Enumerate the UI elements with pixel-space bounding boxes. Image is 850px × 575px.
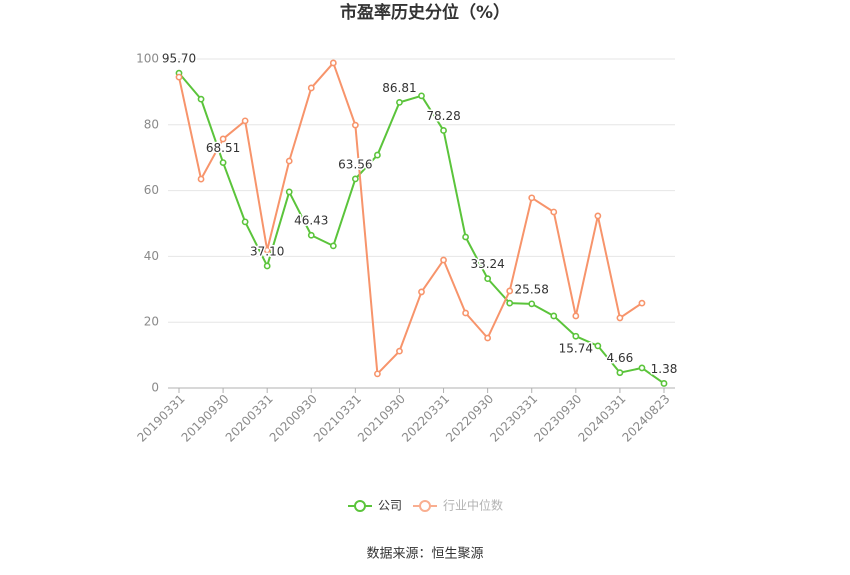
- data-point[interactable]: [462, 309, 469, 317]
- data-point[interactable]: [484, 275, 492, 283]
- x-tick-label: 20240823: [620, 392, 673, 445]
- series-line-company: [178, 72, 665, 385]
- data-point[interactable]: [241, 117, 249, 125]
- data-label: 25.58: [515, 282, 549, 296]
- data-point[interactable]: [263, 246, 271, 254]
- data-point[interactable]: [418, 92, 425, 100]
- data-point[interactable]: [440, 127, 447, 134]
- data-point[interactable]: [506, 287, 514, 295]
- data-point[interactable]: [396, 98, 403, 106]
- data-point[interactable]: [550, 208, 558, 216]
- data-point[interactable]: [374, 370, 381, 378]
- data-label: 63.56: [338, 157, 372, 171]
- data-label: 68.51: [206, 141, 240, 155]
- legend-circle-icon: [419, 500, 431, 512]
- data-point[interactable]: [285, 188, 293, 196]
- series-layer: [175, 59, 668, 387]
- y-tick-label: 80: [144, 117, 159, 131]
- data-label: 1.38: [651, 362, 678, 376]
- data-point[interactable]: [528, 194, 536, 202]
- data-point[interactable]: [329, 242, 337, 250]
- data-label: 33.24: [470, 257, 504, 271]
- data-point[interactable]: [572, 332, 580, 340]
- chart-title: 市盈率历史分位（%）: [340, 2, 510, 23]
- data-point[interactable]: [528, 300, 536, 308]
- legend: 公司 行业中位数: [348, 498, 503, 513]
- data-point[interactable]: [197, 95, 205, 103]
- data-point[interactable]: [374, 151, 381, 159]
- x-axis: 2019033120190930202003312020093020210331…: [135, 387, 675, 445]
- data-point[interactable]: [219, 135, 227, 143]
- data-label: 15.74: [559, 342, 593, 356]
- data-point[interactable]: [440, 256, 447, 264]
- series-line-industry-median: [178, 61, 643, 375]
- data-label: 37.10: [250, 244, 284, 258]
- legend-label-industry-median: 行业中位数: [443, 498, 503, 513]
- data-point[interactable]: [263, 262, 271, 270]
- y-gridlines: [168, 58, 675, 323]
- data-point[interactable]: [307, 231, 315, 239]
- data-point[interactable]: [462, 233, 469, 241]
- data-point[interactable]: [550, 312, 558, 320]
- data-label: 4.66: [607, 351, 634, 365]
- data-point[interactable]: [616, 314, 624, 322]
- data-labels: 95.70 68.51 37.10 46.43 63.56 86.81 78.28 33.24…: [160, 50, 679, 377]
- source-note: 数据来源：恒生聚源: [366, 547, 483, 562]
- legend-item-industry-median[interactable]: 行业中位数: [413, 498, 503, 513]
- data-point[interactable]: [307, 84, 315, 92]
- data-point[interactable]: [175, 73, 183, 81]
- data-point[interactable]: [285, 157, 293, 165]
- data-point[interactable]: [197, 175, 205, 183]
- data-point[interactable]: [241, 218, 249, 226]
- y-tick-label: 40: [144, 249, 159, 263]
- y-tick-label: 20: [144, 315, 159, 329]
- data-point[interactable]: [418, 288, 425, 296]
- data-point[interactable]: [616, 369, 624, 377]
- data-label: 78.28: [426, 109, 460, 123]
- y-axis: 0 20 40 60 80 100: [136, 52, 159, 395]
- data-point[interactable]: [594, 212, 602, 220]
- data-point[interactable]: [219, 159, 227, 167]
- data-point[interactable]: [484, 334, 492, 342]
- legend-item-company[interactable]: 公司: [348, 499, 402, 513]
- data-point[interactable]: [396, 347, 403, 355]
- data-point[interactable]: [506, 299, 514, 307]
- data-label: 95.70: [162, 52, 196, 66]
- data-point[interactable]: [638, 299, 646, 307]
- legend-label-company: 公司: [378, 499, 402, 513]
- data-point[interactable]: [329, 59, 337, 67]
- data-point[interactable]: [660, 380, 668, 387]
- data-point[interactable]: [351, 175, 359, 183]
- legend-circle-icon: [354, 500, 366, 512]
- data-label: 86.81: [382, 81, 416, 95]
- y-tick-label: 0: [151, 381, 159, 395]
- y-tick-label: 60: [144, 183, 159, 197]
- y-tick-label: 100: [136, 52, 159, 66]
- data-point[interactable]: [594, 342, 602, 350]
- data-point[interactable]: [572, 312, 580, 320]
- data-label: 46.43: [294, 214, 328, 228]
- data-point[interactable]: [638, 364, 646, 372]
- data-point[interactable]: [351, 121, 359, 129]
